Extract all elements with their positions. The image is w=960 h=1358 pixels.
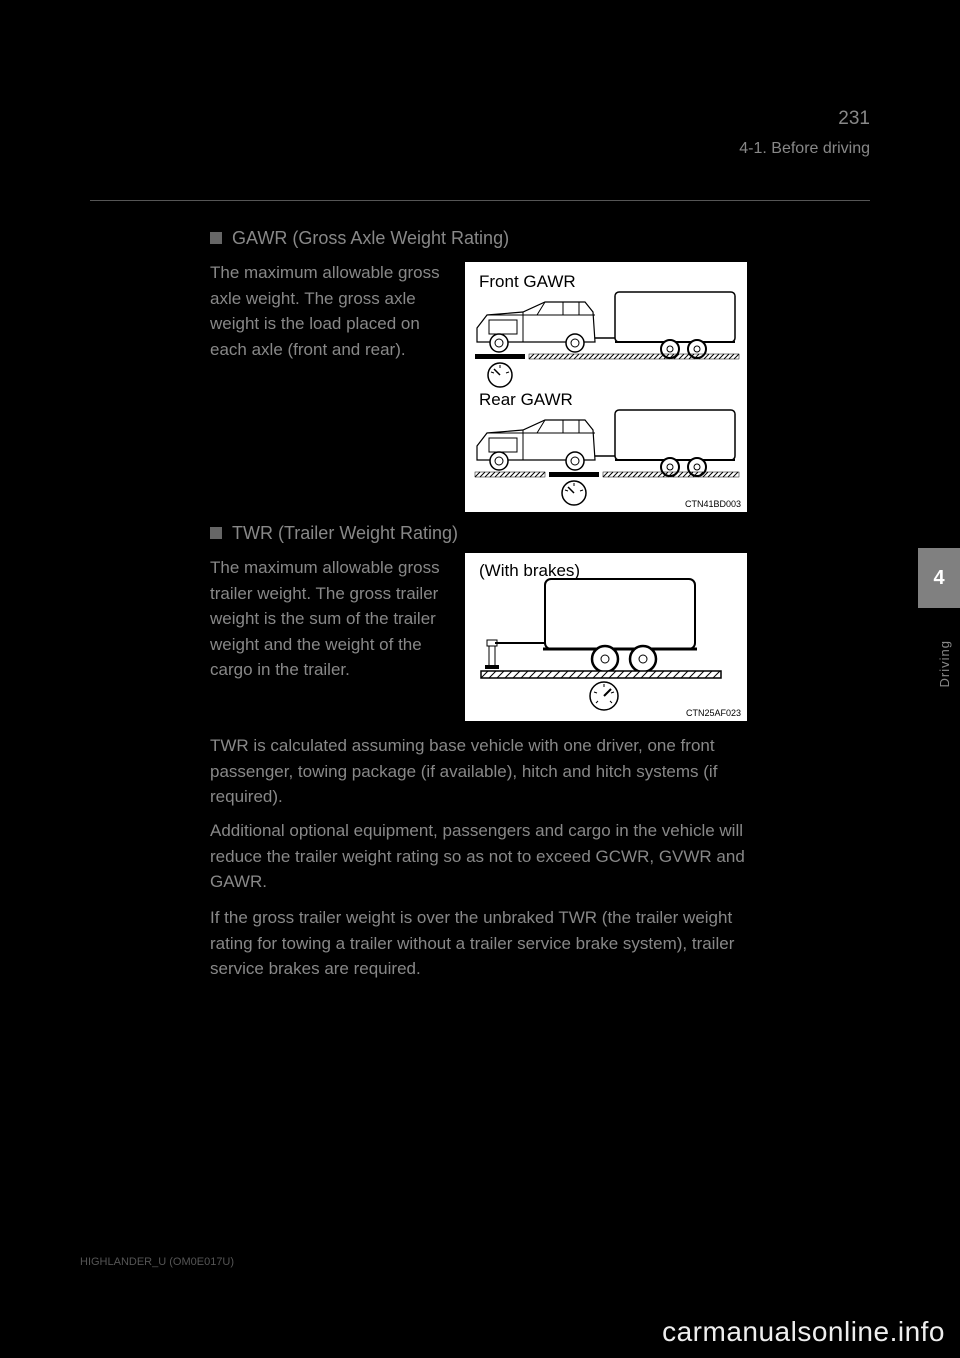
figure-code: CTN41BD003 <box>685 499 741 509</box>
page-number: 231 <box>838 108 870 130</box>
chapter-label: Driving <box>937 640 952 687</box>
manual-page: 231 4-1. Before driving 4 Driving GAWR (… <box>0 0 960 1358</box>
watermark: carmanualsonline.info <box>662 1316 945 1348</box>
gauge-icon <box>562 481 586 505</box>
rear-gawr-diagram <box>467 400 747 510</box>
chapter-number: 4 <box>933 567 944 590</box>
gawr-body-1: The maximum allowable gross axle weight.… <box>210 260 445 362</box>
gawr-heading: GAWR (Gross Axle Weight Rating) <box>232 228 509 249</box>
twr-body-1: The maximum allowable gross trailer weig… <box>210 555 445 683</box>
twr-body-2: TWR is calculated assuming base vehicle … <box>210 733 750 810</box>
twr-diagram <box>467 575 747 715</box>
gauge-icon <box>590 682 618 710</box>
figure-code: CTN25AF023 <box>686 708 741 718</box>
twr-body-4: If the gross trailer weight is over the … <box>210 905 750 982</box>
bullet-icon <box>210 232 222 244</box>
front-gawr-diagram <box>467 282 747 392</box>
twr-body-3: Additional optional equipment, passenger… <box>210 818 750 895</box>
gawr-figure: Front GAWR <box>464 261 748 513</box>
twr-heading: TWR (Trailer Weight Rating) <box>232 523 458 544</box>
bullet-icon <box>210 527 222 539</box>
section-title: 4-1. Before driving <box>739 140 870 158</box>
header-rule <box>90 200 870 201</box>
gauge-icon <box>488 363 512 387</box>
twr-figure: (With brakes) <box>464 552 748 722</box>
footer-code: HIGHLANDER_U (OM0E017U) <box>80 1256 234 1268</box>
chapter-tab: 4 <box>918 548 960 608</box>
